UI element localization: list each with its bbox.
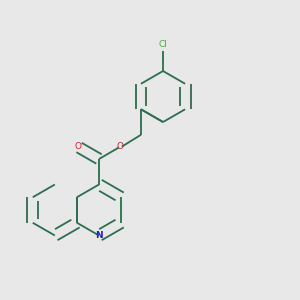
Text: Cl: Cl	[159, 40, 167, 49]
Text: N: N	[95, 231, 103, 240]
Text: O: O	[74, 142, 81, 151]
Text: O: O	[117, 142, 124, 151]
